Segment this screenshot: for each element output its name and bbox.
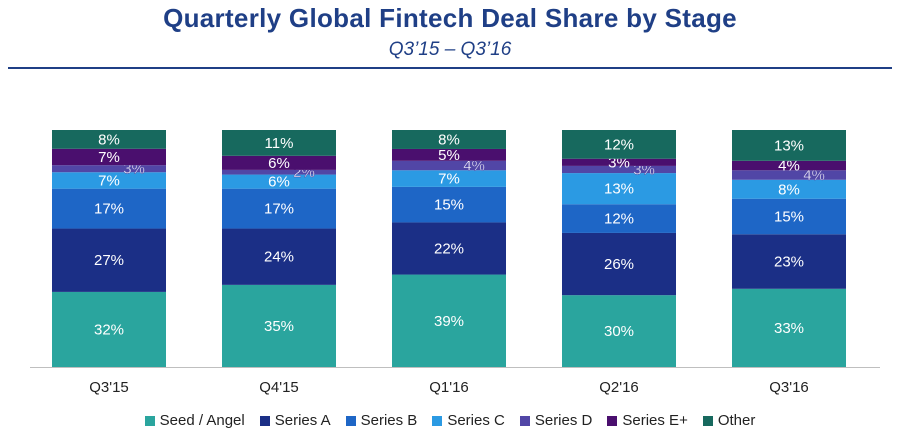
bar-segment-seed-angel xyxy=(52,291,166,367)
legend-swatch xyxy=(702,415,713,426)
stacked-bar-chart: 32%27%17%7%3%7%8%Q3'1535%24%17%6%2%6%11%… xyxy=(30,130,880,396)
legend-label: Series C xyxy=(447,412,505,429)
bar-segment-series-c xyxy=(52,172,166,189)
data-label-series-c: 13% xyxy=(604,181,634,198)
bar-segment-other xyxy=(392,130,506,149)
bar-segment-series-a xyxy=(732,234,846,289)
data-label-series-c: 6% xyxy=(268,174,290,191)
legend-swatch xyxy=(345,415,356,426)
data-label-series-c: 7% xyxy=(98,172,120,189)
data-label-series-e: 6% xyxy=(268,155,290,172)
legend-label: Series D xyxy=(534,412,593,429)
legend-item-series-b: Series B xyxy=(345,412,418,429)
legend-swatch xyxy=(519,415,530,426)
x-tick-label: Q3'16 xyxy=(769,379,809,396)
legend-item-series-d: Series D xyxy=(519,412,593,429)
bar-segment-series-b xyxy=(52,188,166,229)
bar-segment-other xyxy=(562,130,676,159)
legend-item-seed-angel: Seed / Angel xyxy=(144,412,245,429)
bar-segment-series-e xyxy=(222,155,336,170)
data-label-series-a: 23% xyxy=(774,254,804,271)
data-label-series-b: 15% xyxy=(774,209,804,226)
data-label-series-d: 4% xyxy=(803,167,825,184)
x-tick-label: Q3'15 xyxy=(89,379,129,396)
bar-segment-series-d xyxy=(222,169,336,175)
bar-segment-series-d xyxy=(52,165,166,173)
bar-segment-series-e xyxy=(52,148,166,166)
data-label-series-e: 5% xyxy=(438,147,460,164)
bar-segment-series-d xyxy=(732,170,846,180)
legend-swatch xyxy=(259,415,270,426)
bar-segment-series-a xyxy=(562,232,676,296)
legend-item-series-a: Series A xyxy=(259,412,331,429)
legend-swatch xyxy=(144,415,155,426)
data-label-series-c: 8% xyxy=(778,181,800,198)
data-label-series-b: 12% xyxy=(604,211,634,228)
bar-segment-other xyxy=(222,130,336,156)
bar-segment-series-b xyxy=(562,204,676,233)
title-divider xyxy=(8,67,892,69)
chart-title: Quarterly Global Fintech Deal Share by S… xyxy=(163,3,737,33)
bar-segment-series-a xyxy=(222,228,336,285)
bar-segment-seed-angel xyxy=(562,295,676,367)
bar-segment-series-d xyxy=(562,165,676,174)
bar-segment-series-c xyxy=(732,179,846,199)
legend-item-other: Other xyxy=(702,412,756,429)
legend-swatch xyxy=(432,415,443,426)
legend-swatch xyxy=(607,415,618,426)
data-label-other: 13% xyxy=(774,137,804,154)
legend-item-series-c: Series C xyxy=(432,412,505,429)
data-label-seed-angel: 30% xyxy=(604,323,634,340)
bar-segment-seed-angel xyxy=(222,284,336,367)
bar-segment-series-a xyxy=(392,222,506,275)
data-label-other: 11% xyxy=(265,135,294,152)
data-label-series-b: 15% xyxy=(434,197,464,214)
data-label-series-a: 27% xyxy=(94,252,124,269)
bar-segment-series-b xyxy=(392,186,506,223)
data-label-seed-angel: 32% xyxy=(94,321,124,338)
bar-segment-series-b xyxy=(732,198,846,235)
data-label-series-e: 4% xyxy=(778,158,800,175)
data-label-series-e: 7% xyxy=(98,149,120,166)
bar-segment-series-c xyxy=(222,174,336,189)
data-label-series-a: 26% xyxy=(604,256,634,273)
chart-legend: Seed / Angel Series A Series B Series C Seri… xyxy=(0,412,900,429)
data-label-seed-angel: 33% xyxy=(774,320,804,337)
bar-segment-series-e xyxy=(392,148,506,161)
data-label-series-b: 17% xyxy=(94,201,124,218)
data-label-other: 12% xyxy=(604,136,634,153)
x-tick-label: Q4'15 xyxy=(259,379,299,396)
bar-segment-series-e xyxy=(732,160,846,171)
bar-segment-series-c xyxy=(562,173,676,205)
bar-segment-other xyxy=(52,130,166,149)
legend-label: Seed / Angel xyxy=(159,412,245,429)
legend-item-series-e: Series E+ xyxy=(607,412,688,429)
chart-subtitle: Q3’15 – Q3’16 xyxy=(388,39,512,60)
bar-segment-other xyxy=(732,130,846,161)
bar-segment-seed-angel xyxy=(392,274,506,367)
bar-segment-series-a xyxy=(52,228,166,292)
data-label-series-b: 17% xyxy=(264,201,294,218)
data-label-series-c: 7% xyxy=(438,171,460,188)
legend-label: Series B xyxy=(360,412,418,429)
data-label-seed-angel: 35% xyxy=(264,318,294,335)
legend-label: Series A xyxy=(274,412,331,429)
bar-segment-seed-angel xyxy=(732,288,846,367)
data-label-other: 8% xyxy=(98,131,120,148)
x-tick-label: Q2'16 xyxy=(599,379,639,396)
bar-segment-series-b xyxy=(222,188,336,229)
legend-label: Series E+ xyxy=(622,412,688,429)
legend-label: Other xyxy=(717,412,756,429)
data-label-seed-angel: 39% xyxy=(434,313,464,330)
data-label-other: 8% xyxy=(438,131,460,148)
data-label-series-d: 4% xyxy=(463,158,485,175)
x-tick-label: Q1'16 xyxy=(429,379,469,396)
bar-segment-series-e xyxy=(562,158,676,166)
bar-segment-series-d xyxy=(392,160,506,171)
data-label-series-a: 22% xyxy=(434,241,464,258)
data-label-series-a: 24% xyxy=(264,249,294,266)
bar-segment-series-c xyxy=(392,170,506,187)
